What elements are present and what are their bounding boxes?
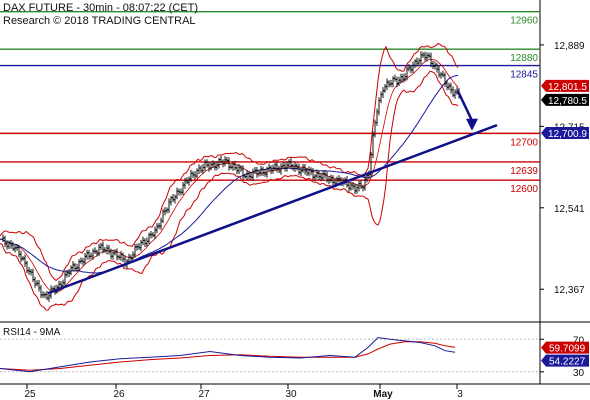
- bollinger-lower: [0, 70, 459, 311]
- date-tick-label: 25: [24, 389, 36, 400]
- moving-average-line: [0, 75, 459, 274]
- rsi-line: [0, 337, 456, 373]
- rsi-panel-title: RSI14 - 9MA: [3, 327, 61, 338]
- rsi-flag-label: 59.7099: [549, 344, 586, 355]
- forecast-arrow-shaft: [456, 90, 474, 122]
- date-tick-label: May: [373, 389, 393, 400]
- price-flag-last-price: [541, 93, 589, 106]
- level-label-12880: 12880: [510, 53, 538, 64]
- chart-title: DAX FUTURE - 30min - 08:07:22 (CET): [3, 2, 198, 14]
- price-flag-upper-band: [541, 79, 589, 92]
- date-tick-label: 30: [285, 389, 297, 400]
- rsi-flag-label: 54.2227: [549, 357, 586, 368]
- price-flag-moving-average: [541, 126, 589, 139]
- level-label-12639: 12639: [510, 166, 538, 177]
- rsi-flag-rsi: [541, 354, 589, 367]
- price-tick-label: 12,889: [554, 41, 585, 52]
- date-tick-label: 3: [457, 389, 463, 400]
- level-label-12700: 12700: [510, 137, 538, 148]
- price-flag-label: 12,801.5: [548, 82, 587, 93]
- support-trendline: [47, 123, 498, 295]
- candles: [1, 51, 461, 302]
- level-label-12845: 12845: [510, 70, 538, 81]
- rsi-tick-label: 30: [573, 368, 585, 379]
- date-tick-label: 26: [113, 389, 125, 400]
- price-flag-label: 12,700.9: [548, 129, 587, 140]
- price-flag-label: 12,780.5: [548, 96, 587, 107]
- copyright-text: Research © 2018 TRADING CENTRAL: [3, 15, 196, 27]
- bollinger-upper: [0, 42, 459, 282]
- price-tick-label: 12,367: [554, 285, 585, 296]
- level-label-12600: 12600: [510, 184, 538, 195]
- level-label-12960: 12960: [510, 16, 538, 27]
- rsi-flag-rsi-ma: [541, 341, 589, 354]
- forecast-arrow-head: [466, 118, 478, 131]
- rsi-tick-label: 70: [573, 335, 585, 346]
- date-tick-label: 27: [198, 389, 210, 400]
- price-tick-label: 12,541: [554, 204, 585, 215]
- bollinger-basis: [0, 58, 459, 293]
